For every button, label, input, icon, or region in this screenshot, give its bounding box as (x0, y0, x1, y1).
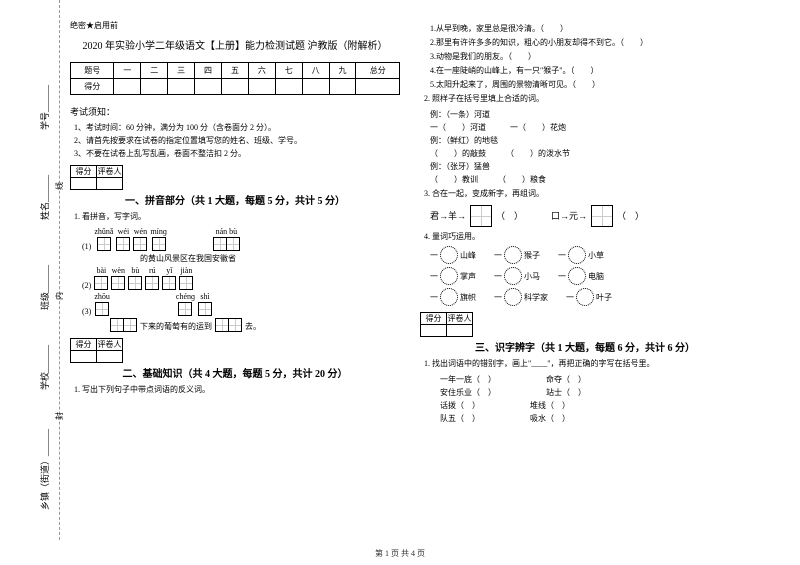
measure-block: 一山峰 一猴子 一小草 一掌声 一小马 一电脑 一旗帜 一科学家 一叶子 (430, 246, 750, 306)
binding-seal-2: 内 (54, 292, 65, 300)
pinyin-row-3: (3) zhōu chénɡ shì (82, 292, 400, 316)
gear-icon[interactable] (440, 246, 458, 264)
scorebox-1: 得分评卷人 (70, 165, 123, 190)
section-3-title: 三、识字辨字（共 1 大题，每题 6 分，共计 6 分） (420, 339, 750, 354)
score-table: 题号 一 二 三 四 五 六 七 八 九 总分 得分 (70, 62, 400, 95)
page: 绝密★启用前 2020 年实验小学二年级语文【上册】能力检测试题 沪教版（附解析… (0, 0, 800, 540)
sec2-q1: 1. 写出下列句子中带点词语的反义词。 (74, 384, 400, 397)
score-label: 得分 (71, 79, 114, 95)
left-column: 绝密★启用前 2020 年实验小学二年级语文【上册】能力检测试题 沪教版（附解析… (60, 20, 410, 540)
gear-icon[interactable] (440, 267, 458, 285)
r1-lead: (1) (82, 242, 91, 251)
th-9: 九 (329, 63, 356, 79)
fill-l3: （ ）教训 （ ）粮食 (430, 174, 750, 185)
th-6: 六 (248, 63, 275, 79)
gear-icon[interactable] (568, 246, 586, 264)
gear-icon[interactable] (576, 288, 594, 306)
section-1-title: 一、拼音部分（共 1 大题，每题 5 分，共计 5 分） (70, 192, 400, 207)
notice-3: 3、不要在试卷上乱写乱画，卷面不整洁扣 2 分。 (74, 148, 400, 159)
th-2: 二 (141, 63, 168, 79)
th-3: 三 (168, 63, 195, 79)
binding-field-class: 班级______ (38, 265, 51, 310)
binding-field-township: 乡镇（街道）______ (38, 429, 51, 510)
binding-field-name: 姓名______ (38, 175, 51, 220)
tianzi-box[interactable] (470, 205, 492, 227)
sec1-q1: 1. 看拼音，写字词。 (74, 211, 400, 224)
r3-lead: (3) (82, 307, 91, 316)
sb-score: 得分 (71, 166, 97, 178)
fill-ex1: 例：（一条）河道 (430, 109, 750, 120)
sec3-q1: 1. 找出词语中的错别字，画上"____"，再把正确的字写在括号里。 (424, 358, 750, 371)
th-7: 七 (275, 63, 302, 79)
fill-l1: 一（ ）河道 一（ ）花炮 (430, 122, 750, 133)
page-footer: 第 1 页 共 4 页 (0, 548, 800, 559)
binding-margin: 乡镇（街道）______ 学校______ 班级______ 姓名______ … (10, 0, 60, 540)
section-2-title: 二、基础知识（共 4 大题，每题 5 分，共计 20 分） (70, 365, 400, 380)
hebing-q3: 3. 合在一起，变成新字，再组词。 (424, 188, 750, 201)
pinyin-row-2: (2) bài wèn bù rú yǐ jiàn (82, 266, 400, 290)
fill-l2: （ ）的敲鼓 （ ）的泼水节 (430, 148, 750, 159)
th-0: 题号 (71, 63, 114, 79)
r1-tail: 的黄山风景区在我国安徽省 (140, 253, 236, 264)
hebing-b: 口→元→ （ ） (551, 205, 644, 227)
r2-lead: (2) (82, 281, 91, 290)
sb-marker: 评卷人 (97, 166, 123, 178)
exam-title: 2020 年实验小学二年级语文【上册】能力检测试题 沪教版（附解析） (70, 37, 400, 52)
score-header-row: 题号 一 二 三 四 五 六 七 八 九 总分 (71, 63, 400, 79)
notice-heading: 考试须知： (70, 105, 400, 118)
score-value-row: 得分 (71, 79, 400, 95)
fill-ex2: 例：（鲜红）的地毯 (430, 135, 750, 146)
fill-q2: 2. 照样子在括号里填上合适的词。 (424, 93, 750, 106)
judge-1: 1.从早到晚，家里总是很冷清。（ ） (430, 23, 750, 34)
binding-seal-1: 封 (54, 412, 65, 420)
judge-3: 3.动物是我们的朋友。（ ） (430, 51, 750, 62)
binding-field-school: 学校______ (38, 345, 51, 390)
notice-2: 2、请首先按要求在试卷的指定位置填写您的姓名、班级、学号。 (74, 135, 400, 146)
scorebox-3: 得分评卷人 (420, 312, 473, 337)
th-1: 一 (114, 63, 141, 79)
judge-5: 5.太阳升起来了，周围的景物清晰可见。（ ） (430, 79, 750, 90)
notice-1: 1、考试时间：60 分钟，满分为 100 分（含卷面分 2 分）。 (74, 122, 400, 133)
binding-seal-3: 线 (54, 182, 65, 190)
measure-q4: 4. 量词巧运用。 (424, 231, 750, 244)
judge-2: 2.那里有许许多多的知识，粗心的小朋友却得不到它。（ ） (430, 37, 750, 48)
th-5: 五 (222, 63, 249, 79)
r3-mid: 下来的葡萄有的运到 (140, 321, 212, 332)
gear-icon[interactable] (440, 288, 458, 306)
th-8: 八 (302, 63, 329, 79)
secret-label: 绝密★启用前 (70, 20, 400, 31)
gear-icon[interactable] (568, 267, 586, 285)
tianzi-box[interactable] (591, 205, 613, 227)
right-column: 1.从早到晚，家里总是很冷清。（ ） 2.那里有许许多多的知识，粗心的小朋友却得… (410, 20, 760, 540)
scorebox-2: 得分评卷人 (70, 338, 123, 363)
gear-icon[interactable] (504, 246, 522, 264)
th-4: 四 (195, 63, 222, 79)
r3-tail: 去。 (245, 321, 261, 332)
hebing-row: 君→羊→ （ ） 口→元→ （ ） (430, 205, 750, 227)
binding-field-id: 学号______ (38, 85, 51, 130)
pinyin-row-1: (1) zhǔnǎ wéi wén mínɡ nán bù (82, 227, 400, 251)
fill-ex3: 例：（张牙）猛兽 (430, 161, 750, 172)
gear-icon[interactable] (504, 267, 522, 285)
th-10: 总分 (356, 63, 400, 79)
judge-4: 4.在一座陡峭的山峰上，有一只"猴子"。（ ） (430, 65, 750, 76)
hebing-a: 君→羊→ （ ） (430, 205, 523, 227)
gear-icon[interactable] (504, 288, 522, 306)
